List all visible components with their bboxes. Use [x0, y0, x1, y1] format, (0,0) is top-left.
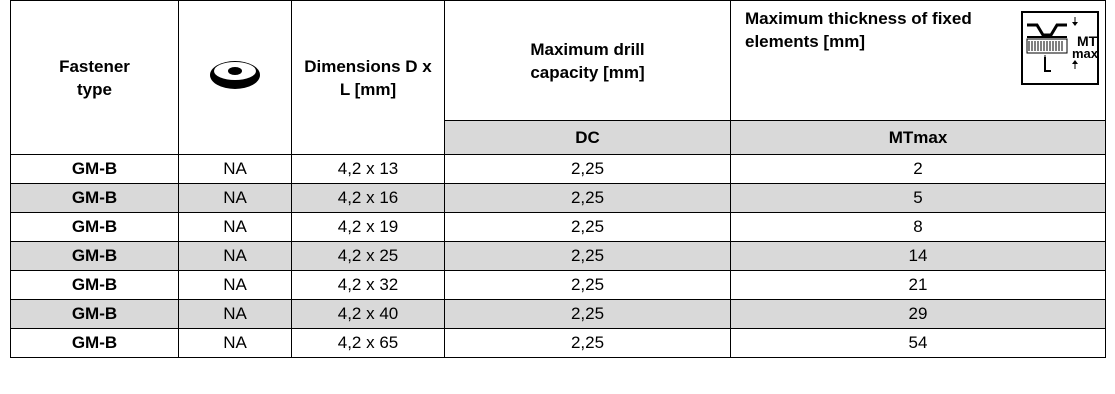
cell-dc: 2,25 — [444, 154, 731, 184]
header-max-thickness: Maximum thickness of fixed elements [mm] — [730, 0, 1106, 121]
cell-fastener-type: GM-B — [10, 154, 179, 184]
cell-dc: 2,25 — [444, 183, 731, 213]
cell-mtmax: 5 — [730, 183, 1106, 213]
table-row: GM-B NA 4,2 x 65 2,25 54 — [10, 328, 1106, 358]
cell-dimensions: 4,2 x 32 — [291, 270, 445, 300]
cell-washer: NA — [178, 212, 292, 242]
cell-mtmax: 21 — [730, 270, 1106, 300]
cell-mtmax: 54 — [730, 328, 1106, 358]
cell-dc: 2,25 — [444, 212, 731, 242]
washer-profile-icon — [210, 61, 260, 89]
cell-mtmax: 14 — [730, 241, 1106, 271]
table-row: GM-B NA 4,2 x 13 2,25 2 — [10, 154, 1106, 184]
header-washer — [178, 0, 292, 155]
cell-dimensions: 4,2 x 25 — [291, 241, 445, 271]
max-label: max — [1072, 46, 1099, 61]
header-dimensions: Dimensions D x L [mm] — [291, 0, 445, 155]
cell-dc: 2,25 — [444, 270, 731, 300]
table-row: GM-B NA 4,2 x 19 2,25 8 — [10, 212, 1106, 242]
cell-dimensions: 4,2 x 40 — [291, 299, 445, 329]
cell-dimensions: 4,2 x 13 — [291, 154, 445, 184]
cell-mtmax: 29 — [730, 299, 1106, 329]
cell-washer: NA — [178, 328, 292, 358]
cell-mtmax: 8 — [730, 212, 1106, 242]
table-row: GM-B NA 4,2 x 25 2,25 14 — [10, 241, 1106, 271]
table-row: GM-B NA 4,2 x 40 2,25 29 — [10, 299, 1106, 329]
mt-thickness-diagram-icon: MT max — [1021, 11, 1099, 85]
mt-label: MT — [1077, 33, 1098, 49]
cell-mtmax: 2 — [730, 154, 1106, 184]
cell-fastener-type: GM-B — [10, 270, 179, 300]
fastener-table: Fastener type Dimensions D x L [mm] Maxi… — [10, 0, 1106, 358]
table-row: GM-B NA 4,2 x 16 2,25 5 — [10, 183, 1106, 213]
cell-dimensions: 4,2 x 65 — [291, 328, 445, 358]
cell-washer: NA — [178, 241, 292, 271]
cell-dimensions: 4,2 x 19 — [291, 212, 445, 242]
cell-fastener-type: GM-B — [10, 299, 179, 329]
header-mtmax: MTmax — [730, 120, 1106, 155]
cell-fastener-type: GM-B — [10, 328, 179, 358]
cell-fastener-type: GM-B — [10, 241, 179, 271]
cell-washer: NA — [178, 183, 292, 213]
cell-washer: NA — [178, 270, 292, 300]
cell-dc: 2,25 — [444, 299, 731, 329]
header-dc: DC — [444, 120, 731, 155]
table-row: GM-B NA 4,2 x 32 2,25 21 — [10, 270, 1106, 300]
cell-dc: 2,25 — [444, 241, 731, 271]
header-max-drill: Maximum drill capacity [mm] — [444, 0, 731, 121]
cell-dimensions: 4,2 x 16 — [291, 183, 445, 213]
cell-washer: NA — [178, 154, 292, 184]
cell-washer: NA — [178, 299, 292, 329]
cell-dc: 2,25 — [444, 328, 731, 358]
header-fastener-type: Fastener type — [10, 0, 179, 155]
cell-fastener-type: GM-B — [10, 183, 179, 213]
cell-fastener-type: GM-B — [10, 212, 179, 242]
